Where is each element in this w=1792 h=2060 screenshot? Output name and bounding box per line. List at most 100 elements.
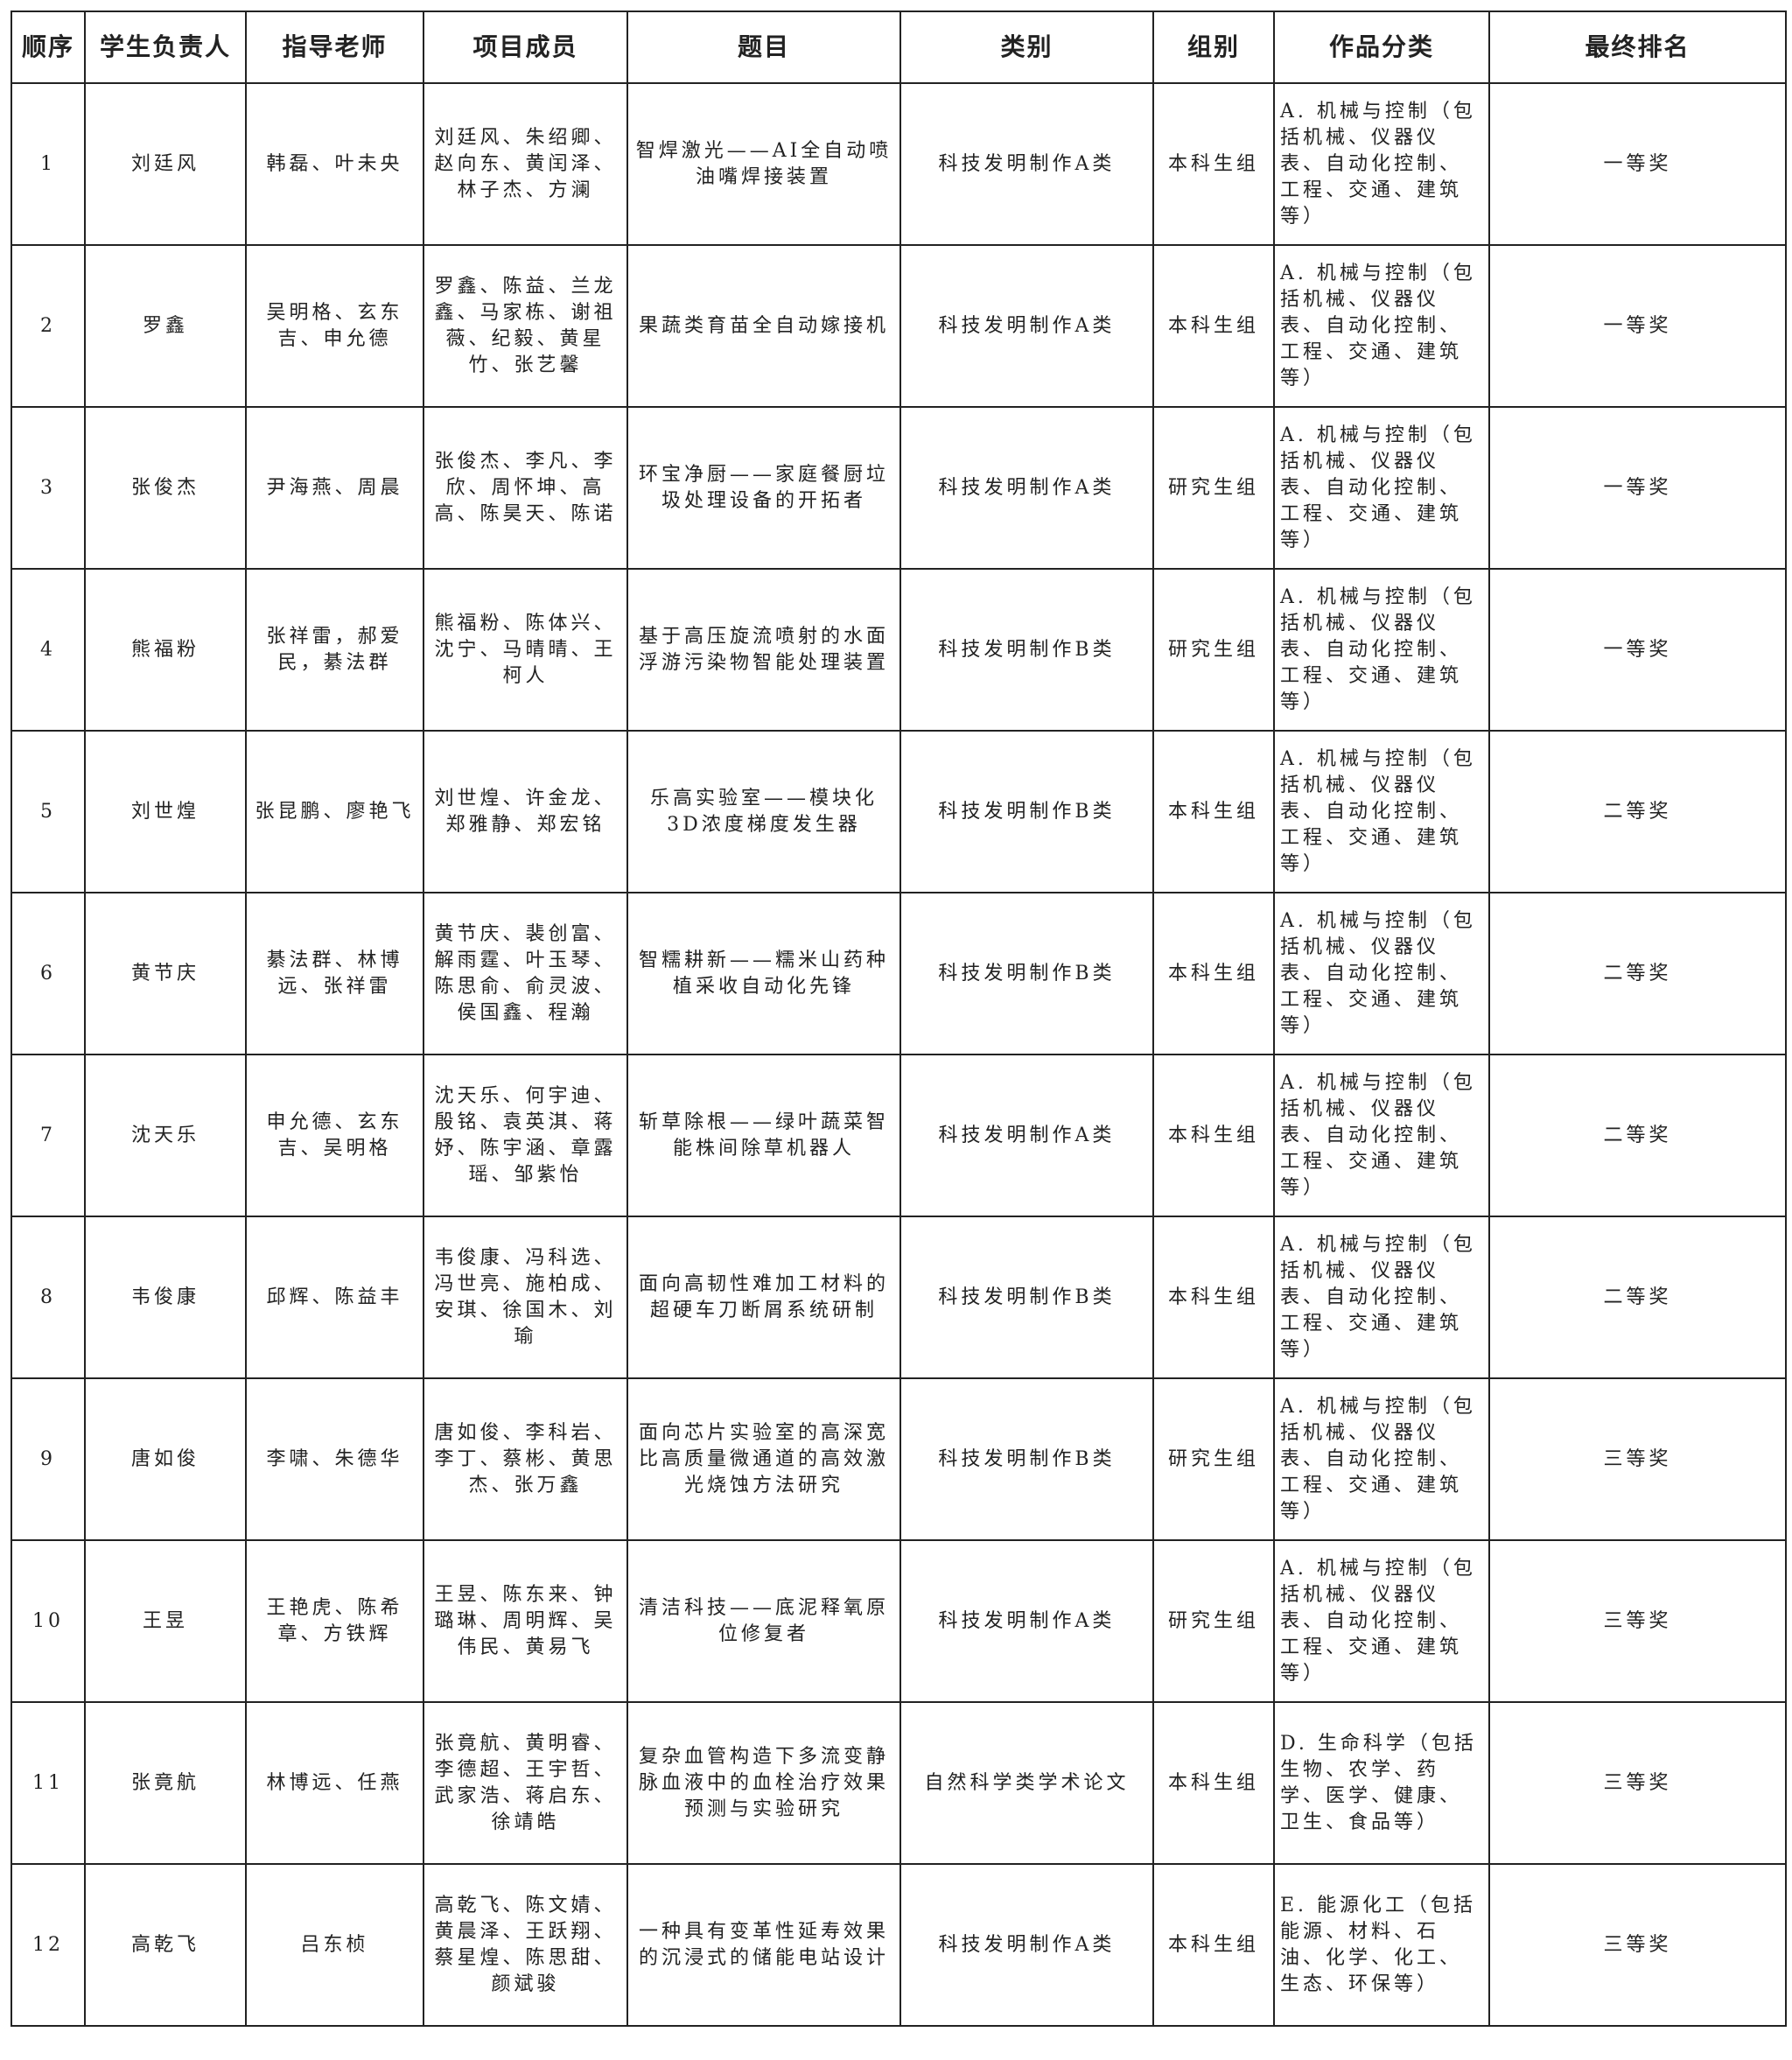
cell-members: 高乾飞、陈文婧、黄晨泽、王跃翔、蔡星煌、陈思甜、颜斌骏 xyxy=(423,1863,628,2027)
cell-rank: 一等奖 xyxy=(1488,244,1787,408)
cell-group: 本科生组 xyxy=(1152,1054,1275,1217)
cell-members: 韦俊康、冯科选、冯世亮、施柏成、安琪、徐国木、刘瑜 xyxy=(423,1216,628,1379)
cell-rank: 二等奖 xyxy=(1488,1054,1787,1217)
table-row: 12 高乾飞 吕东桢 高乾飞、陈文婧、黄晨泽、王跃翔、蔡星煌、陈思甜、颜斌骏 一种具有变… xyxy=(10,1863,1787,2027)
table-row: 3 张俊杰 尹海燕、周晨 张俊杰、李凡、李欣、周怀坤、高高、陈昊天、陈诺 环宝净厨——家… xyxy=(10,406,1787,570)
cell-category: 科技发明制作A类 xyxy=(900,1539,1154,1703)
cell-leader: 黄节庆 xyxy=(84,892,247,1055)
cell-title: 面向高韧性难加工材料的超硬车刀断屑系统研制 xyxy=(626,1216,901,1379)
cell-advisors: 申允德、玄东吉、吴明格 xyxy=(245,1054,424,1217)
cell-members: 黄节庆、裴创富、解雨霆、叶玉琴、陈思俞、俞灵波、侯国鑫、程瀚 xyxy=(423,892,628,1055)
table-row: 9 唐如俊 李啸、朱德华 唐如俊、李科岩、李丁、蔡彬、黄思杰、张万鑫 面向芯片实验室的高… xyxy=(10,1377,1787,1541)
cell-group: 研究生组 xyxy=(1152,1539,1275,1703)
cell-group: 本科生组 xyxy=(1152,1701,1275,1865)
cell-leader: 韦俊康 xyxy=(84,1216,247,1379)
cell-group: 研究生组 xyxy=(1152,568,1275,732)
cell-field: A. 机械与控制（包括机械、仪器仪表、自动化控制、工程、交通、建筑等） xyxy=(1273,892,1490,1055)
cell-no: 2 xyxy=(10,244,86,408)
cell-title: 基于高压旋流喷射的水面浮游污染物智能处理装置 xyxy=(626,568,901,732)
cell-group: 本科生组 xyxy=(1152,892,1275,1055)
header-advisors: 指导老师 xyxy=(245,11,424,84)
header-row: 顺序 学生负责人 指导老师 项目成员 题目 类别 组别 作品分类 最终排名 xyxy=(10,11,1787,84)
cell-field: D. 生命科学（包括生物、农学、药学、医学、健康、卫生、食品等） xyxy=(1273,1701,1490,1865)
table-row: 4 熊福粉 张祥雷，郝爱民，綦法群 熊福粉、陈体兴、沈宁、马晴晴、王柯人 基于高压旋流喷… xyxy=(10,568,1787,732)
cell-field: E. 能源化工（包括能源、材料、石油、化学、化工、生态、环保等） xyxy=(1273,1863,1490,2027)
cell-rank: 二等奖 xyxy=(1488,892,1787,1055)
cell-leader: 熊福粉 xyxy=(84,568,247,732)
cell-title: 乐高实验室——模块化3D浓度梯度发生器 xyxy=(626,730,901,893)
cell-members: 刘世煌、许金龙、郑雅静、郑宏铭 xyxy=(423,730,628,893)
cell-members: 罗鑫、陈益、兰龙鑫、马家栋、谢祖薇、纪毅、黄星竹、张艺馨 xyxy=(423,244,628,408)
cell-leader: 张竟航 xyxy=(84,1701,247,1865)
table-row: 5 刘世煌 张昆鹏、廖艳飞 刘世煌、许金龙、郑雅静、郑宏铭 乐高实验室——模块化3D浓度… xyxy=(10,730,1787,893)
cell-leader: 高乾飞 xyxy=(84,1863,247,2027)
cell-category: 科技发明制作A类 xyxy=(900,406,1154,570)
cell-group: 本科生组 xyxy=(1152,1216,1275,1379)
cell-members: 张竟航、黄明睿、李德超、王宇哲、武家浩、蒋启东、徐靖皓 xyxy=(423,1701,628,1865)
cell-rank: 二等奖 xyxy=(1488,730,1787,893)
cell-leader: 王昱 xyxy=(84,1539,247,1703)
cell-category: 科技发明制作A类 xyxy=(900,1863,1154,2027)
cell-members: 唐如俊、李科岩、李丁、蔡彬、黄思杰、张万鑫 xyxy=(423,1377,628,1541)
cell-no: 7 xyxy=(10,1054,86,1217)
cell-no: 3 xyxy=(10,406,86,570)
awards-table: 顺序 学生负责人 指导老师 项目成员 题目 类别 组别 作品分类 最终排名 1 刘廷风 韩磊、叶未央… xyxy=(10,11,1787,2027)
cell-field: A. 机械与控制（包括机械、仪器仪表、自动化控制、工程、交通、建筑等） xyxy=(1273,1539,1490,1703)
cell-field: A. 机械与控制（包括机械、仪器仪表、自动化控制、工程、交通、建筑等） xyxy=(1273,1054,1490,1217)
cell-leader: 沈天乐 xyxy=(84,1054,247,1217)
cell-advisors: 尹海燕、周晨 xyxy=(245,406,424,570)
header-group: 组别 xyxy=(1152,11,1275,84)
cell-title: 果蔬类育苗全自动嫁接机 xyxy=(626,244,901,408)
cell-advisors: 韩磊、叶未央 xyxy=(245,82,424,246)
cell-title: 智焊激光——AI全自动喷油嘴焊接装置 xyxy=(626,82,901,246)
cell-advisors: 林博远、任燕 xyxy=(245,1701,424,1865)
cell-rank: 三等奖 xyxy=(1488,1701,1787,1865)
cell-rank: 三等奖 xyxy=(1488,1863,1787,2027)
cell-leader: 唐如俊 xyxy=(84,1377,247,1541)
table-row: 7 沈天乐 申允德、玄东吉、吴明格 沈天乐、何宇迪、殷铭、袁英淇、蒋妤、陈宇涵、章露瑶… xyxy=(10,1054,1787,1217)
cell-no: 4 xyxy=(10,568,86,732)
cell-group: 研究生组 xyxy=(1152,1377,1275,1541)
cell-advisors: 綦法群、林博远、张祥雷 xyxy=(245,892,424,1055)
cell-title: 环宝净厨——家庭餐厨垃圾处理设备的开拓者 xyxy=(626,406,901,570)
cell-no: 6 xyxy=(10,892,86,1055)
cell-category: 科技发明制作B类 xyxy=(900,568,1154,732)
cell-no: 12 xyxy=(10,1863,86,2027)
cell-advisors: 李啸、朱德华 xyxy=(245,1377,424,1541)
table-row: 10 王昱 王艳虎、陈希章、方铁辉 王昱、陈东来、钟璐琳、周明辉、吴伟民、黄易飞 清洁科… xyxy=(10,1539,1787,1703)
cell-field: A. 机械与控制（包括机械、仪器仪表、自动化控制、工程、交通、建筑等） xyxy=(1273,1377,1490,1541)
table-row: 1 刘廷风 韩磊、叶未央 刘廷风、朱绍卿、赵向东、黄闰泽、林子杰、方澜 智焊激光——AI… xyxy=(10,82,1787,246)
cell-group: 本科生组 xyxy=(1152,730,1275,893)
cell-category: 科技发明制作A类 xyxy=(900,1054,1154,1217)
header-members: 项目成员 xyxy=(423,11,628,84)
cell-field: A. 机械与控制（包括机械、仪器仪表、自动化控制、工程、交通、建筑等） xyxy=(1273,406,1490,570)
cell-leader: 刘廷风 xyxy=(84,82,247,246)
cell-advisors: 张昆鹏、廖艳飞 xyxy=(245,730,424,893)
cell-field: A. 机械与控制（包括机械、仪器仪表、自动化控制、工程、交通、建筑等） xyxy=(1273,730,1490,893)
cell-leader: 罗鑫 xyxy=(84,244,247,408)
cell-group: 研究生组 xyxy=(1152,406,1275,570)
cell-category: 科技发明制作B类 xyxy=(900,1377,1154,1541)
cell-members: 王昱、陈东来、钟璐琳、周明辉、吴伟民、黄易飞 xyxy=(423,1539,628,1703)
cell-group: 本科生组 xyxy=(1152,1863,1275,2027)
cell-advisors: 邱辉、陈益丰 xyxy=(245,1216,424,1379)
cell-field: A. 机械与控制（包括机械、仪器仪表、自动化控制、工程、交通、建筑等） xyxy=(1273,1216,1490,1379)
cell-advisors: 吕东桢 xyxy=(245,1863,424,2027)
cell-advisors: 张祥雷，郝爱民，綦法群 xyxy=(245,568,424,732)
header-no: 顺序 xyxy=(10,11,86,84)
table-row: 8 韦俊康 邱辉、陈益丰 韦俊康、冯科选、冯世亮、施柏成、安琪、徐国木、刘瑜 面向高韧性… xyxy=(10,1216,1787,1379)
table-body: 1 刘廷风 韩磊、叶未央 刘廷风、朱绍卿、赵向东、黄闰泽、林子杰、方澜 智焊激光——AI… xyxy=(10,82,1787,2027)
header-field: 作品分类 xyxy=(1273,11,1490,84)
cell-no: 1 xyxy=(10,82,86,246)
cell-members: 张俊杰、李凡、李欣、周怀坤、高高、陈昊天、陈诺 xyxy=(423,406,628,570)
cell-title: 智糯耕新——糯米山药种植采收自动化先锋 xyxy=(626,892,901,1055)
header-rank: 最终排名 xyxy=(1488,11,1787,84)
cell-members: 刘廷风、朱绍卿、赵向东、黄闰泽、林子杰、方澜 xyxy=(423,82,628,246)
cell-title: 面向芯片实验室的高深宽比高质量微通道的高效激光烧蚀方法研究 xyxy=(626,1377,901,1541)
cell-title: 复杂血管构造下多流变静脉血液中的血栓治疗效果预测与实验研究 xyxy=(626,1701,901,1865)
cell-advisors: 吴明格、玄东吉、申允德 xyxy=(245,244,424,408)
cell-field: A. 机械与控制（包括机械、仪器仪表、自动化控制、工程、交通、建筑等） xyxy=(1273,82,1490,246)
cell-members: 沈天乐、何宇迪、殷铭、袁英淇、蒋妤、陈宇涵、章露瑶、邹紫怡 xyxy=(423,1054,628,1217)
cell-category: 自然科学类学术论文 xyxy=(900,1701,1154,1865)
cell-rank: 一等奖 xyxy=(1488,82,1787,246)
